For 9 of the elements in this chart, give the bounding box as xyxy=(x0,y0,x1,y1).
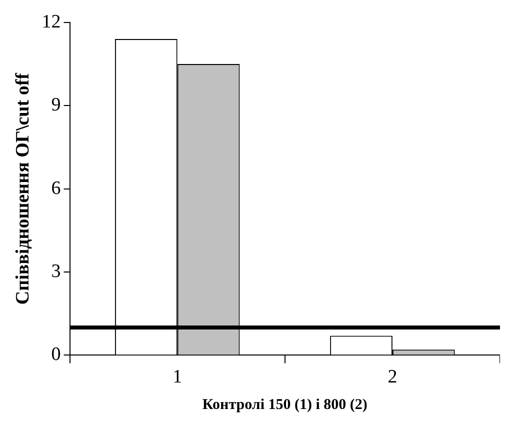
x-tick-label: 2 xyxy=(388,366,398,388)
y-tick-label: 6 xyxy=(51,178,61,199)
y-tick-label: 3 xyxy=(51,260,61,282)
y-tick-label: 12 xyxy=(42,11,61,32)
x-tick-label: 1 xyxy=(172,366,182,388)
y-tick-label: 9 xyxy=(51,94,61,116)
y-axis-title: Співвідношення ОГ\cut off xyxy=(12,72,34,305)
x-axis-title: Контролі 150 (1) і 800 (2) xyxy=(202,396,368,413)
y-tick-label: 0 xyxy=(51,344,61,366)
